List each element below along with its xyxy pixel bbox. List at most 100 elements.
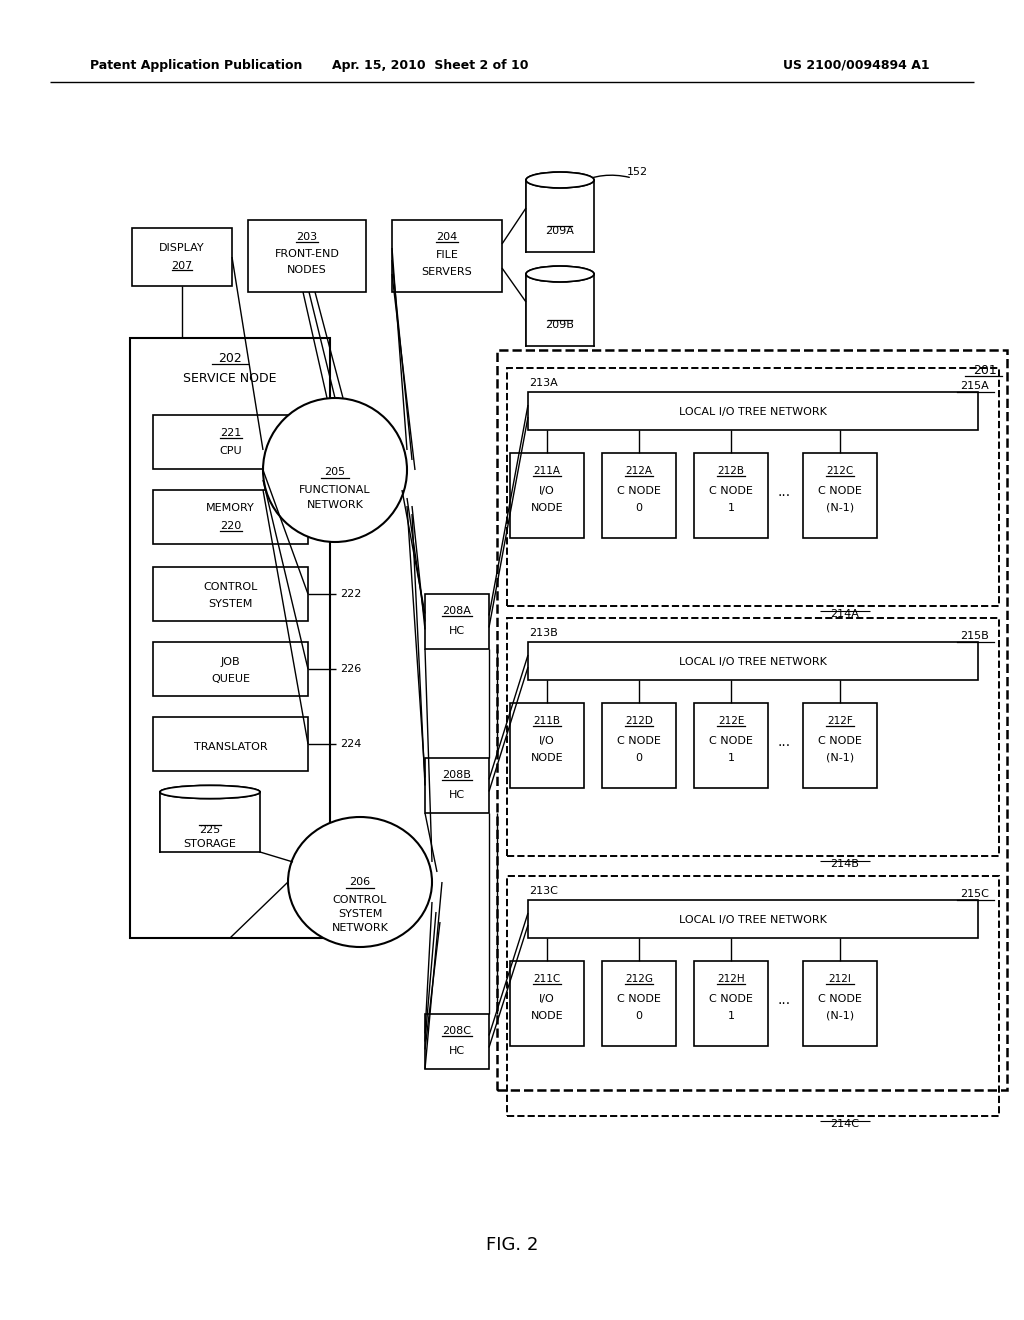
Bar xyxy=(510,704,584,788)
Text: 215B: 215B xyxy=(961,631,989,642)
Text: 212F: 212F xyxy=(827,715,853,726)
Bar xyxy=(248,220,366,292)
Text: FUNCTIONAL: FUNCTIONAL xyxy=(299,484,371,495)
Text: 208B: 208B xyxy=(442,770,471,780)
Text: 214C: 214C xyxy=(830,1119,859,1129)
Text: 211B: 211B xyxy=(534,715,560,726)
Text: C NODE: C NODE xyxy=(818,737,862,746)
Text: 212E: 212E xyxy=(718,715,744,726)
Bar xyxy=(425,758,489,813)
Text: C NODE: C NODE xyxy=(818,486,862,496)
Text: NODE: NODE xyxy=(530,503,563,513)
Text: 208C: 208C xyxy=(442,1026,471,1036)
Bar xyxy=(153,642,308,696)
Text: 224: 224 xyxy=(340,739,361,748)
Bar xyxy=(130,338,330,939)
Text: TRANSLATOR: TRANSLATOR xyxy=(194,742,267,752)
Text: ···: ··· xyxy=(777,997,791,1011)
Text: 209B: 209B xyxy=(546,319,574,330)
Text: NODE: NODE xyxy=(530,1011,563,1020)
Text: ···: ··· xyxy=(777,738,791,752)
Text: 206: 206 xyxy=(349,876,371,887)
Bar xyxy=(510,453,584,539)
Bar xyxy=(153,414,308,469)
Text: CPU: CPU xyxy=(219,446,242,455)
Text: 204: 204 xyxy=(436,232,458,242)
Text: C NODE: C NODE xyxy=(709,994,753,1005)
Text: HC: HC xyxy=(449,1045,465,1056)
Text: 225: 225 xyxy=(200,825,220,836)
Text: HC: HC xyxy=(449,789,465,800)
Text: 0: 0 xyxy=(636,752,642,763)
Text: NETWORK: NETWORK xyxy=(332,923,388,933)
Bar xyxy=(803,453,877,539)
Text: 214A: 214A xyxy=(830,609,859,619)
Text: C NODE: C NODE xyxy=(617,994,660,1005)
Text: I/O: I/O xyxy=(539,737,555,746)
Text: LOCAL I/O TREE NETWORK: LOCAL I/O TREE NETWORK xyxy=(679,407,827,417)
Text: SYSTEM: SYSTEM xyxy=(338,909,382,919)
Text: SERVICE NODE: SERVICE NODE xyxy=(183,371,276,384)
Bar xyxy=(153,717,308,771)
Bar xyxy=(507,368,999,606)
Text: FIG. 2: FIG. 2 xyxy=(485,1236,539,1254)
Text: Apr. 15, 2010  Sheet 2 of 10: Apr. 15, 2010 Sheet 2 of 10 xyxy=(332,58,528,71)
Bar xyxy=(803,704,877,788)
Polygon shape xyxy=(526,180,594,252)
Text: 1: 1 xyxy=(727,503,734,513)
Bar xyxy=(153,568,308,620)
Text: US 2100/0094894 A1: US 2100/0094894 A1 xyxy=(783,58,930,71)
Text: 212A: 212A xyxy=(626,466,652,477)
Text: C NODE: C NODE xyxy=(709,737,753,746)
Text: 203: 203 xyxy=(296,232,317,242)
Bar xyxy=(694,704,768,788)
Text: 212C: 212C xyxy=(826,466,854,477)
Text: SYSTEM: SYSTEM xyxy=(208,599,253,609)
Ellipse shape xyxy=(526,267,594,282)
Bar xyxy=(392,220,502,292)
Bar xyxy=(694,961,768,1045)
Text: FILE: FILE xyxy=(435,249,459,260)
Bar xyxy=(153,490,308,544)
Text: NODE: NODE xyxy=(530,752,563,763)
Bar xyxy=(803,961,877,1045)
Text: C NODE: C NODE xyxy=(617,737,660,746)
Bar xyxy=(425,1014,489,1069)
Text: 220: 220 xyxy=(220,521,241,531)
Text: FRONT-END: FRONT-END xyxy=(274,249,339,259)
Bar xyxy=(510,961,584,1045)
Text: 214B: 214B xyxy=(830,859,859,869)
Text: C NODE: C NODE xyxy=(617,486,660,496)
Text: LOCAL I/O TREE NETWORK: LOCAL I/O TREE NETWORK xyxy=(679,657,827,667)
Text: (N-1): (N-1) xyxy=(826,1011,854,1020)
Text: 152: 152 xyxy=(627,168,648,177)
Bar xyxy=(507,618,999,855)
Text: 212G: 212G xyxy=(625,974,653,983)
Ellipse shape xyxy=(526,172,594,187)
Text: 213C: 213C xyxy=(529,886,558,896)
Text: NETWORK: NETWORK xyxy=(306,500,364,510)
Text: 213B: 213B xyxy=(529,628,558,638)
Text: SERVERS: SERVERS xyxy=(422,267,472,277)
Text: 213A: 213A xyxy=(529,378,558,388)
Text: CONTROL: CONTROL xyxy=(204,582,258,591)
Text: 1: 1 xyxy=(727,1011,734,1020)
Text: 208A: 208A xyxy=(442,606,471,616)
Bar xyxy=(425,594,489,649)
Polygon shape xyxy=(526,275,594,346)
Text: QUEUE: QUEUE xyxy=(211,675,250,684)
Text: 212D: 212D xyxy=(625,715,653,726)
Text: 221: 221 xyxy=(220,428,241,438)
Text: 212I: 212I xyxy=(828,974,851,983)
Text: DISPLAY: DISPLAY xyxy=(159,243,205,253)
Text: NODES: NODES xyxy=(287,265,327,275)
Text: (N-1): (N-1) xyxy=(826,752,854,763)
Text: STORAGE: STORAGE xyxy=(183,840,237,849)
Text: 0: 0 xyxy=(636,1011,642,1020)
Bar xyxy=(602,704,676,788)
Bar xyxy=(497,350,1007,1090)
Text: 1: 1 xyxy=(727,752,734,763)
Text: 215A: 215A xyxy=(961,381,989,391)
Text: 202: 202 xyxy=(218,351,242,364)
Text: CONTROL: CONTROL xyxy=(333,895,387,906)
